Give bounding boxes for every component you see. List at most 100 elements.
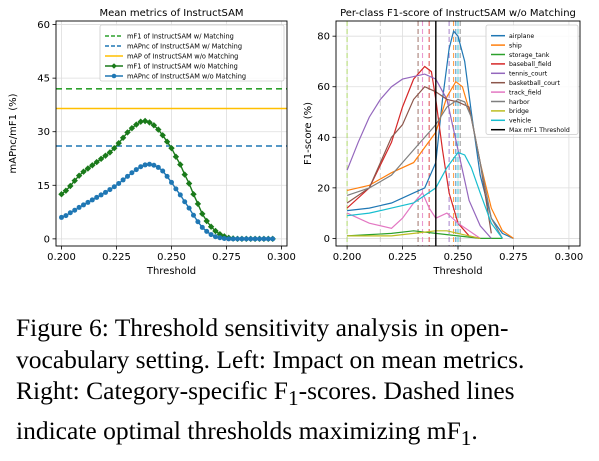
data-point (67, 182, 74, 190)
caption-line-3: Right: Category-specific F1-scores. Dash… (16, 376, 515, 411)
data-point (265, 236, 271, 242)
legend-label: basketball_court (509, 80, 560, 87)
x-axis-label: Threshold (432, 266, 482, 277)
legend-label: track_field (509, 89, 541, 96)
data-point (221, 236, 227, 241)
data-point (160, 168, 166, 174)
data-point (89, 162, 96, 169)
data-point (151, 162, 157, 168)
data-point (168, 144, 175, 152)
y-axis-label: mAPnc/mF1 (%) (8, 93, 19, 173)
caption-subscript: 1 (460, 425, 472, 450)
legend-label: storage_tank (509, 52, 550, 59)
data-point (155, 126, 162, 133)
chart-title: Per-class F1-score of InstructSAM w/o Ma… (340, 8, 576, 19)
data-point (102, 152, 109, 159)
data-point (120, 177, 126, 183)
legend-box (485, 24, 579, 135)
data-point (182, 199, 188, 205)
data-point (159, 132, 166, 139)
x-tick-label: 0.300 (267, 252, 296, 263)
data-point (133, 121, 140, 128)
data-point (106, 149, 114, 156)
figure-caption: Figure 6: Threshold sensitivity analysis… (16, 312, 591, 454)
data-point (115, 139, 122, 147)
data-point (186, 205, 192, 211)
data-point (75, 172, 83, 179)
data-point (230, 236, 236, 242)
data-point (142, 162, 148, 168)
legend-label: mF1 of InstructSAM w/ Matching (127, 32, 234, 40)
series-line (346, 98, 503, 239)
legend-label: ship (509, 42, 522, 49)
legend-label: tennis_court (509, 71, 548, 78)
data-point (177, 161, 184, 168)
y-tick-label: 15 (37, 181, 50, 192)
data-point (190, 191, 197, 198)
data-point (207, 223, 215, 230)
data-point (103, 189, 108, 195)
data-point (58, 191, 65, 198)
x-tick-label: 0.250 (444, 252, 473, 263)
y-tick-label: 0 (324, 234, 330, 245)
data-point (98, 192, 104, 198)
chart-title: Mean metrics of InstructSAM (99, 8, 243, 19)
data-point (199, 210, 206, 218)
data-point (138, 164, 144, 170)
data-point (181, 171, 188, 178)
x-tick-label: 0.200 (333, 252, 362, 263)
y-tick-label: 30 (37, 127, 50, 138)
data-point (124, 129, 131, 136)
data-point (107, 187, 113, 193)
caption-line-4: indicate optimal thresholds maximizing m… (16, 415, 478, 450)
data-point (199, 224, 205, 230)
data-point (71, 177, 78, 184)
y-tick-label: 60 (317, 82, 330, 93)
data-point (172, 153, 180, 160)
data-point (67, 210, 73, 216)
legend-label: airplane (509, 33, 534, 40)
data-point (257, 236, 262, 242)
data-point (235, 236, 240, 242)
y-tick-label: 45 (37, 74, 50, 85)
data-point (85, 199, 91, 205)
data-point (164, 173, 170, 179)
x-tick-label: 0.300 (555, 252, 584, 263)
y-tick-label: 0 (44, 234, 50, 245)
data-point (216, 231, 224, 238)
data-point (195, 219, 201, 225)
data-point (169, 179, 174, 185)
data-point (226, 236, 232, 242)
x-tick-label: 0.225 (102, 252, 131, 263)
data-point (239, 236, 245, 242)
data-point (59, 214, 64, 220)
data-point (217, 235, 223, 241)
data-point (177, 192, 183, 198)
legend-box (99, 24, 285, 82)
data-point (194, 200, 202, 208)
data-point (137, 118, 144, 125)
legend-marker (111, 63, 117, 69)
data-point (84, 165, 92, 172)
caption-subscript: 1 (287, 386, 299, 411)
data-point (81, 202, 86, 208)
data-point (203, 217, 210, 225)
legend-label: vehicle (509, 118, 531, 125)
left-chart: 0.200 0.225 0.250 0.275 0.300 0 15 30 45 60 Mean m… (8, 8, 296, 277)
legend-label: mAPnc of InstructSAM w/ Matching (127, 42, 242, 50)
x-tick-label: 0.275 (212, 252, 241, 263)
x-tick-label: 0.275 (499, 252, 528, 263)
data-point (62, 187, 70, 194)
data-point (119, 134, 127, 141)
caption-line-2: vocabulary setting. Left: Impact on mean… (16, 344, 525, 374)
series-line (347, 151, 503, 239)
data-point (212, 227, 219, 235)
data-point (76, 204, 82, 210)
series-line (346, 73, 492, 239)
data-point (185, 180, 193, 187)
data-point (94, 194, 100, 200)
data-point (63, 213, 69, 219)
caption-line-1: Figure 6: Threshold sensitivity analysis… (16, 313, 509, 342)
data-point (133, 167, 139, 173)
